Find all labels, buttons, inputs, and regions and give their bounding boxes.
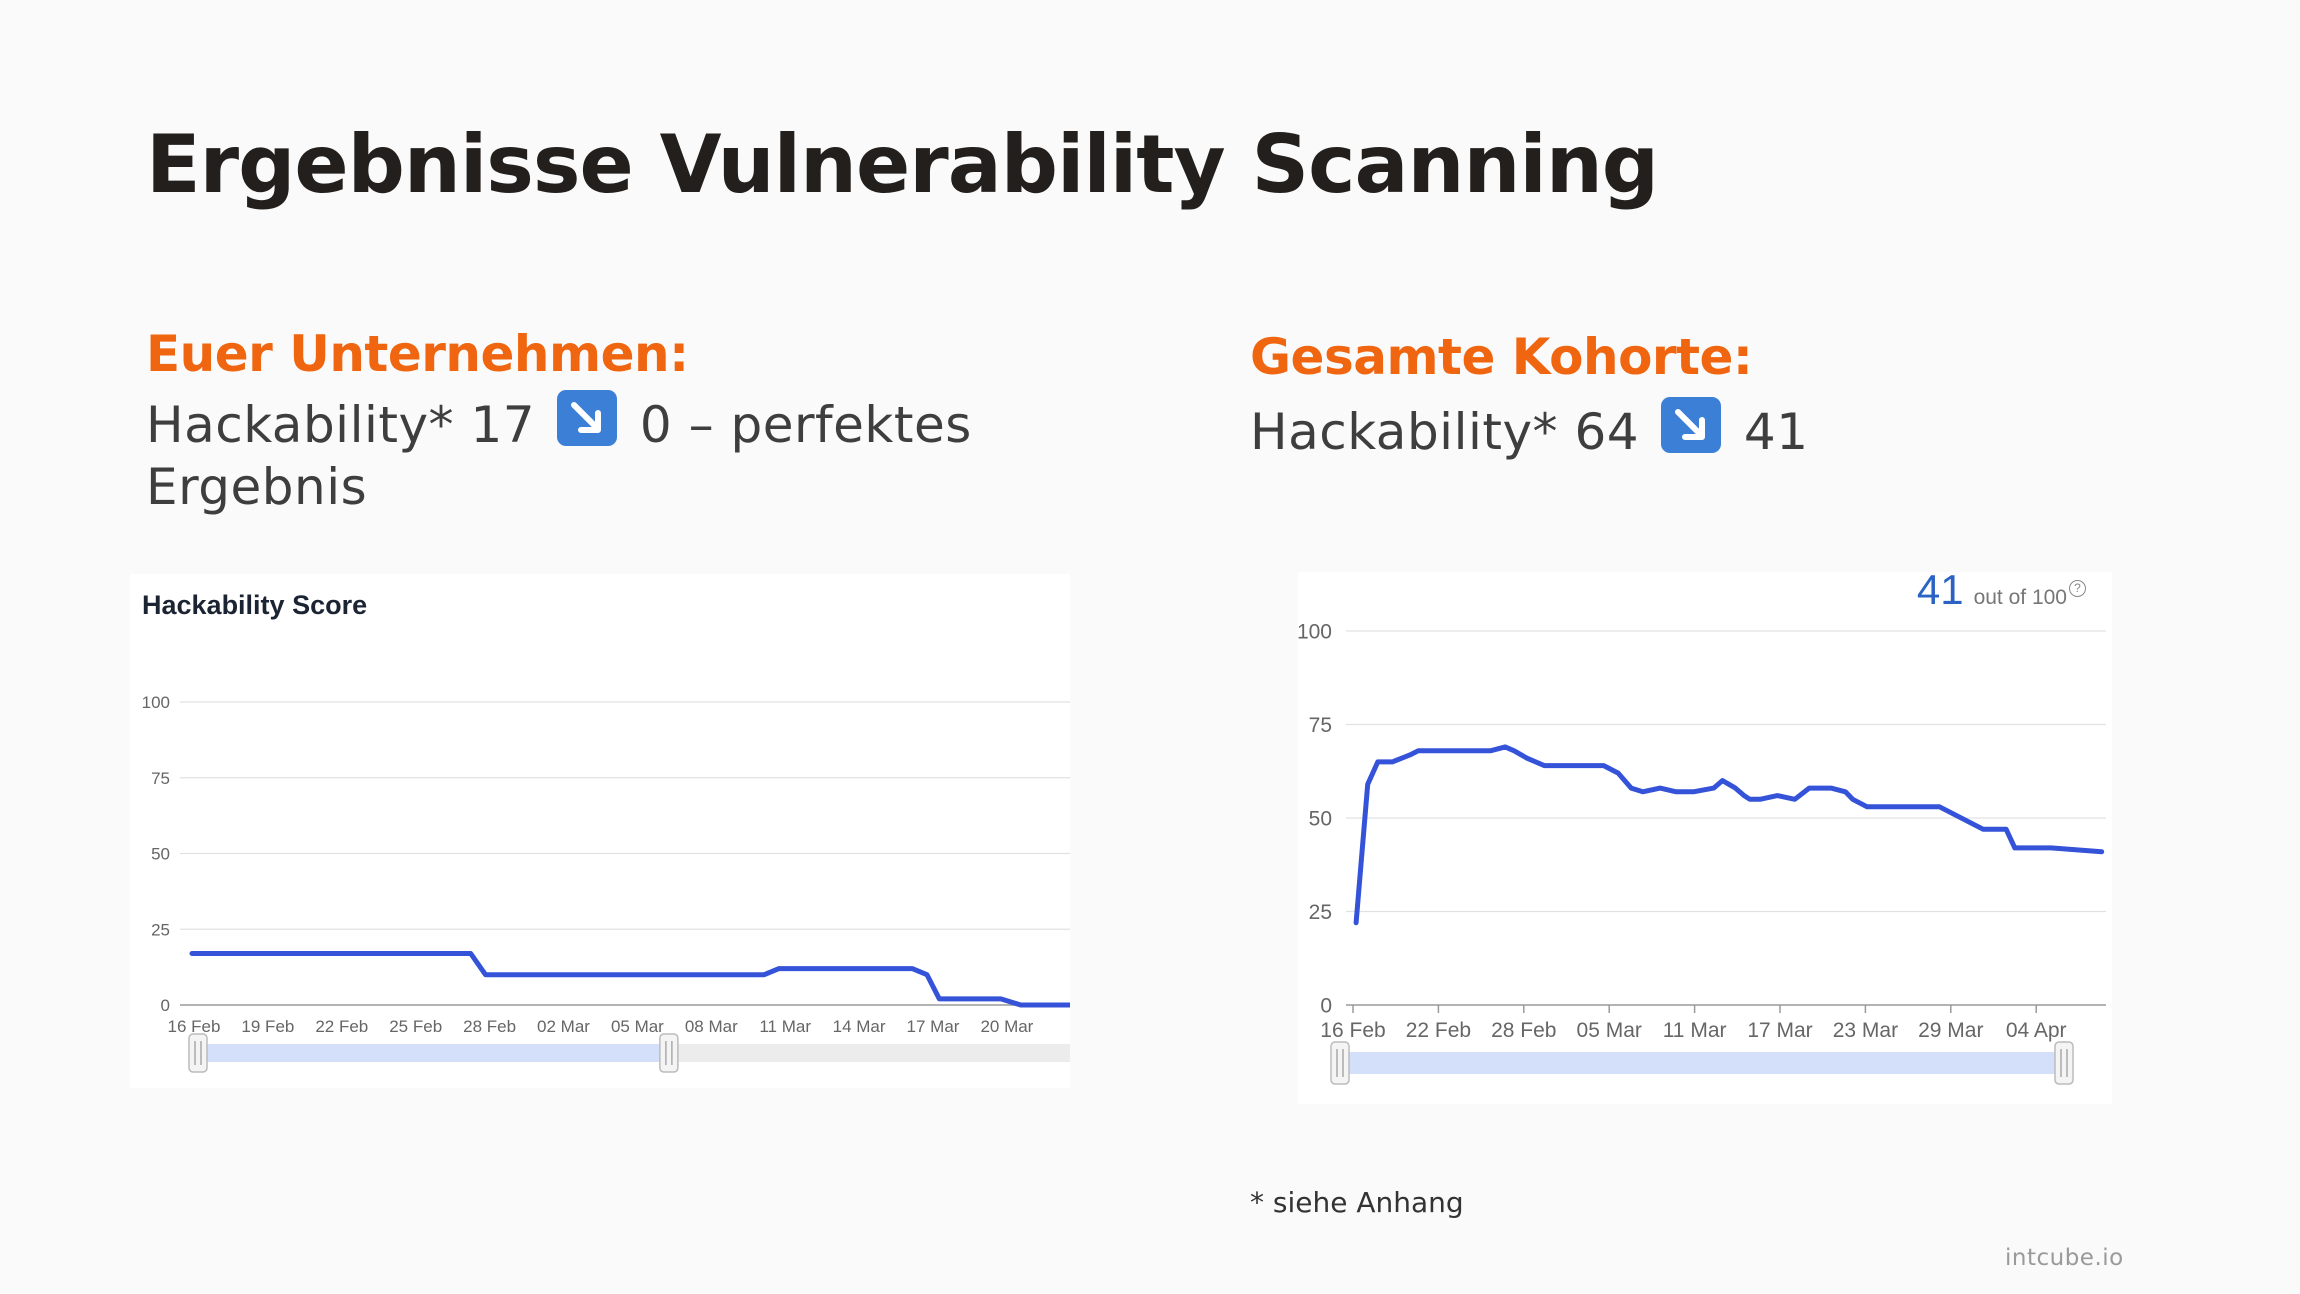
x-tick-label: 29 Mar (1918, 1019, 1983, 1042)
x-tick-label: 17 Mar (1747, 1019, 1812, 1042)
x-tick-label: 14 Mar (833, 1017, 886, 1036)
x-tick-label: 22 Feb (315, 1017, 368, 1036)
y-tick-label: 75 (151, 769, 170, 788)
score-suffix: out of 100 (1973, 586, 2067, 609)
down-right-arrow-icon (557, 390, 618, 446)
range-slider-handle (1330, 1041, 1350, 1085)
down-right-arrow-icon (1661, 397, 1722, 453)
range-slider-handle (188, 1033, 208, 1073)
series-line (1353, 744, 2105, 926)
left-heading: Euer Unternehmen: (146, 325, 689, 383)
x-tick-label: 17 Mar (907, 1017, 960, 1036)
x-tick-label: 04 Apr (2006, 1019, 2067, 1042)
right-score-after: 41 (1743, 403, 1809, 461)
footnote: * siehe Anhang (1250, 1186, 1464, 1219)
range-slider-selection (1340, 1052, 2064, 1074)
y-tick-label: 100 (1298, 621, 1332, 644)
right-heading: Gesamte Kohorte: (1250, 328, 1753, 386)
x-tick-label: 05 Mar (1577, 1019, 1642, 1042)
x-tick-label: 28 Feb (463, 1017, 516, 1036)
score-value: 41 (1916, 566, 1964, 613)
left-summary: Hackability* 17 0 – perfektes Ergebnis (146, 390, 986, 518)
x-tick-label: 19 Feb (241, 1017, 294, 1036)
x-tick-label: 05 Mar (611, 1017, 664, 1036)
range-slider-handle (2054, 1041, 2074, 1085)
brand-label: intcube.io (2005, 1245, 2124, 1271)
x-tick-label: 16 Feb (168, 1017, 221, 1036)
x-tick-label: 11 Mar (1663, 1019, 1727, 1042)
y-tick-label: 0 (1320, 995, 1332, 1018)
y-tick-label: 0 (161, 996, 170, 1015)
x-tick-label: 02 Mar (537, 1017, 590, 1036)
slide-title: Ergebnisse Vulnerability Scanning (146, 118, 1659, 211)
y-tick-label: 100 (142, 693, 170, 712)
right-hackability-chart: 0 25 50 75 100 16 Feb 22 Feb 28 Feb 05 Mar 11 Mar… (1298, 621, 2106, 1085)
x-tick-label: 23 Mar (1833, 1019, 1898, 1042)
left-score-before: Hackability* 17 (146, 396, 536, 454)
y-tick-label: 25 (1309, 901, 1332, 924)
series-line (189, 951, 1070, 1008)
x-tick-label: 20 Mar (980, 1017, 1033, 1036)
y-tick-label: 50 (1309, 808, 1332, 831)
x-tick-label: 11 Mar (759, 1017, 811, 1036)
left-chart-card: 0 25 50 75 100 16 Feb 19 Feb 22 Feb 25 Feb 28 Feb… (130, 574, 1070, 1088)
x-tick-label: 22 Feb (1406, 1019, 1471, 1042)
x-tick-label: 28 Feb (1491, 1019, 1556, 1042)
x-tick-label: 08 Mar (685, 1017, 738, 1036)
right-chart-card: 0 25 50 75 100 16 Feb 22 Feb 28 Feb 05 Mar 11 Mar… (1298, 566, 2112, 1104)
y-tick-label: 25 (151, 920, 170, 939)
left-score-after: 0 – perfektes Ergebnis (146, 396, 972, 516)
y-tick-label: 75 (1309, 714, 1332, 737)
help-icon[interactable]: ? (2069, 580, 2086, 597)
score-readout: 41 out of 100? (1917, 566, 2086, 614)
y-tick-label: 50 (151, 845, 170, 864)
right-score-before: Hackability* 64 (1250, 403, 1640, 461)
left-hackability-chart: 0 25 50 75 100 16 Feb 19 Feb 22 Feb 25 Feb 28 Feb… (142, 693, 1070, 1073)
range-slider-handle (659, 1033, 679, 1073)
chart-title: Hackability Score (142, 590, 368, 620)
x-tick-label: 25 Feb (389, 1017, 442, 1036)
right-summary: Hackability* 64 41 (1250, 397, 2150, 463)
x-tick-label: 16 Feb (1320, 1019, 1385, 1042)
range-slider-selection (198, 1044, 669, 1062)
